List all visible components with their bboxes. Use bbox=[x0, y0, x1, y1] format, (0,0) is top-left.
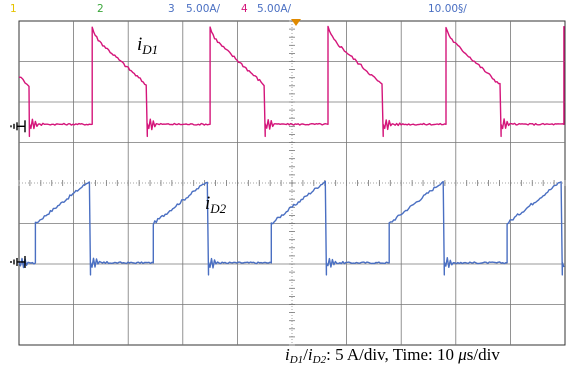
trace-label-id2-var: i bbox=[205, 193, 211, 214]
channel-3-number[interactable]: 3 bbox=[168, 3, 175, 15]
trace-label-id1-sub: D1 bbox=[142, 42, 159, 57]
trigger-marker[interactable] bbox=[291, 19, 301, 26]
caption-var-1: i bbox=[285, 345, 290, 364]
caption-sub-2: D2 bbox=[312, 354, 327, 366]
caption-text-1: : 5 A/div, Time: 10 bbox=[326, 345, 459, 364]
timebase-readout: 10.00§/ bbox=[428, 3, 467, 15]
status-bar: 1 2 3 5.00A/ 4 5.00A/ 10.00§/ bbox=[0, 0, 568, 20]
channel-1-number[interactable]: 1 bbox=[10, 3, 17, 15]
caption-mu: μ bbox=[458, 345, 467, 364]
channel-4-number[interactable]: 4 bbox=[241, 3, 248, 15]
trace-label-id2: iD2 bbox=[205, 193, 226, 217]
channel-3-scale: 5.00A/ bbox=[186, 3, 221, 15]
traces bbox=[18, 25, 565, 276]
trace-iD2 bbox=[18, 25, 565, 138]
caption-text-2: s/div bbox=[466, 345, 500, 364]
caption-var-2: i bbox=[307, 345, 313, 364]
caption-sep: / bbox=[303, 345, 308, 364]
trace-label-id2-sub: D2 bbox=[210, 201, 227, 216]
ground-marker-iD2[interactable] bbox=[10, 120, 26, 133]
channel-2-number[interactable]: 2 bbox=[97, 3, 104, 15]
caption-sub-1: D1 bbox=[289, 354, 304, 366]
trace-iD1 bbox=[18, 180, 565, 276]
channel-4-scale: 5.00A/ bbox=[257, 3, 292, 15]
ground-markers bbox=[10, 120, 26, 268]
trace-label-id1-var: i bbox=[137, 34, 143, 55]
trace-label-id1: iD1 bbox=[137, 34, 158, 58]
figure-caption: iD1/iD2: 5 A/div, Time: 10 μs/div bbox=[285, 345, 500, 366]
ground-marker-iD1[interactable] bbox=[10, 255, 26, 268]
